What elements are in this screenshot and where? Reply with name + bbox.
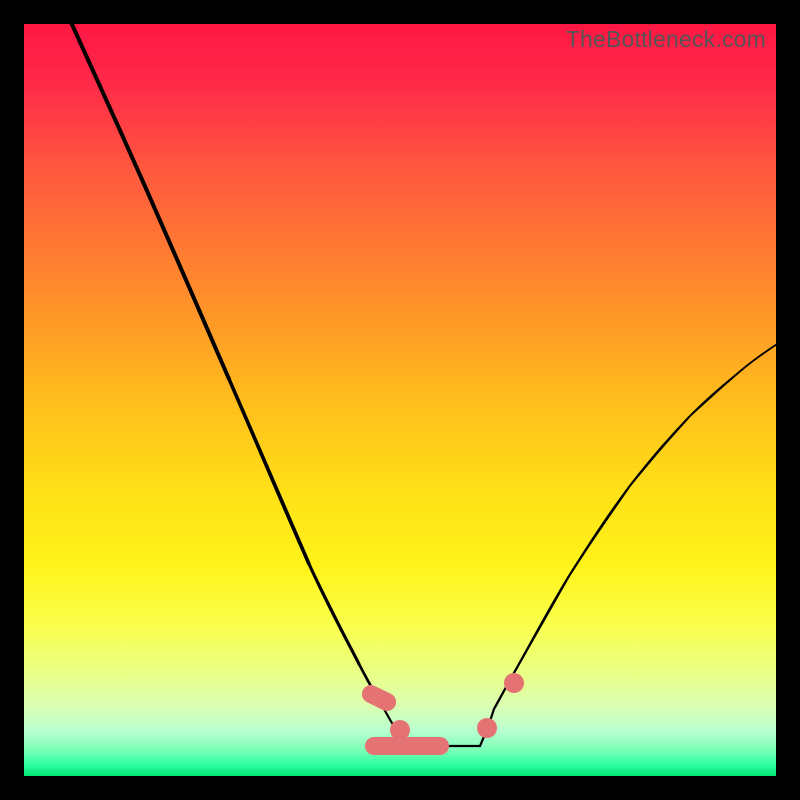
chart-frame: TheBottleneck.com (0, 0, 800, 800)
watermark-text: TheBottleneck.com (566, 26, 766, 53)
plot-area: TheBottleneck.com (24, 24, 776, 776)
v-curve (24, 24, 776, 776)
